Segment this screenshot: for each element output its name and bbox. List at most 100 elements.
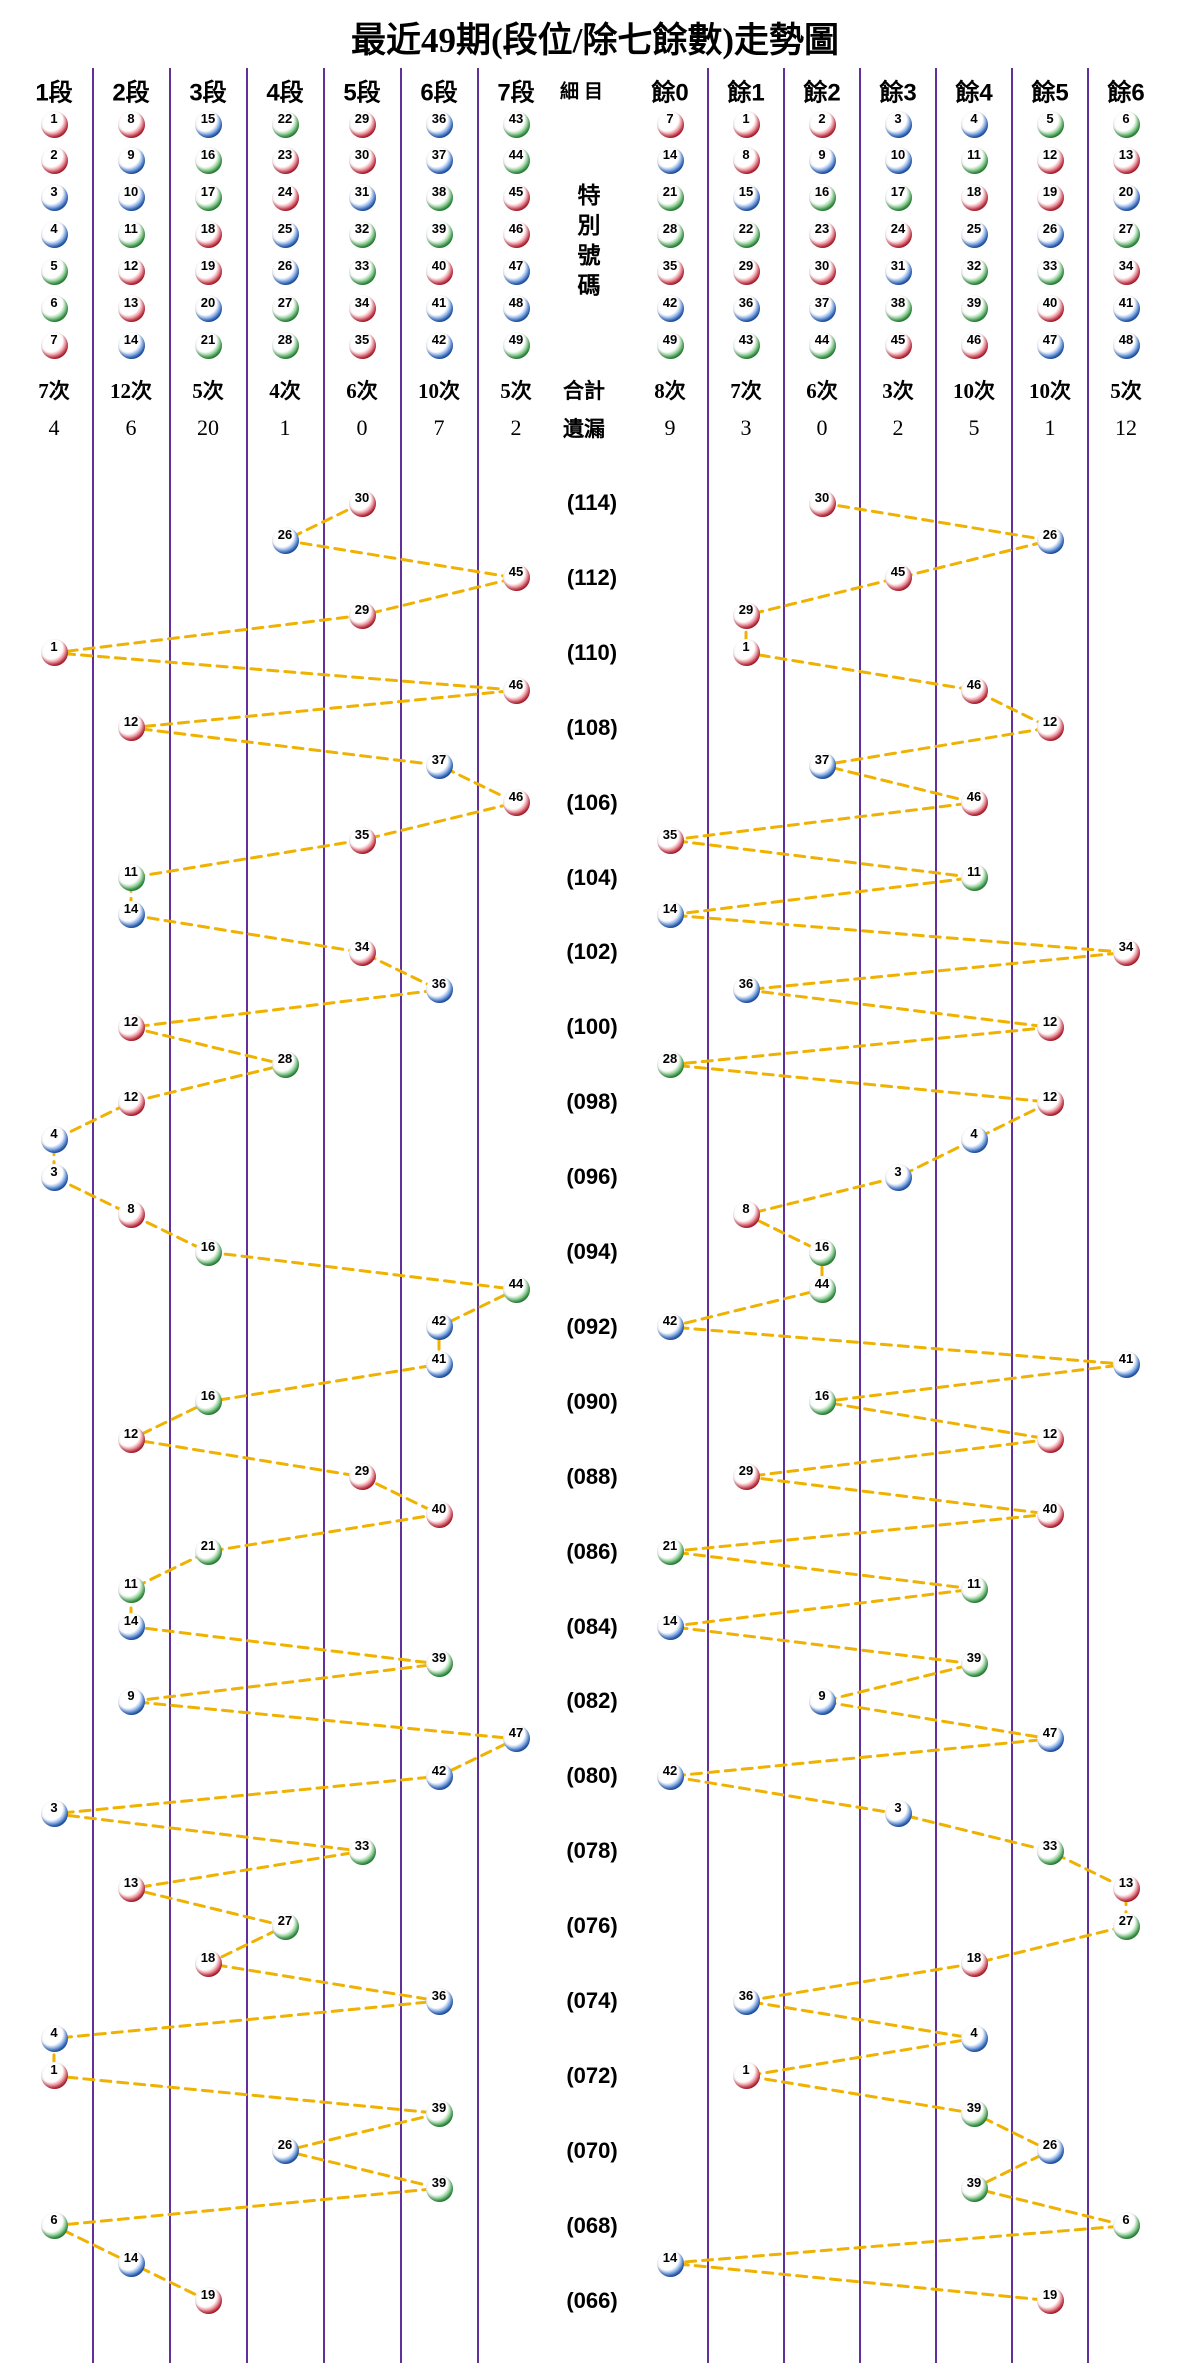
trend-remainder-ball-12: 12 <box>1036 1425 1064 1453</box>
period-label: (112) <box>566 564 618 590</box>
legend-left-ball-7: 7 <box>40 331 68 359</box>
right-trend-connector <box>669 501 1128 2303</box>
trend-segment-ball-34: 34 <box>348 938 376 966</box>
special-number-label-char: 特 <box>577 183 601 208</box>
legend-left-ball-34: 34 <box>348 294 376 322</box>
trend-remainder-ball-36: 36 <box>732 976 760 1004</box>
trend-segment-ball-6: 6 <box>40 2212 68 2240</box>
period-label: (092) <box>566 1313 618 1339</box>
legend-right-ball-6: 6 <box>1112 110 1140 138</box>
legend-right-ball-23: 23 <box>808 221 836 249</box>
legend-right-ball-11: 11 <box>960 147 988 175</box>
legend-right-ball-41: 41 <box>1112 294 1140 322</box>
legend-right-ball-13: 13 <box>1112 147 1140 175</box>
trend-segment-ball-12: 12 <box>117 1088 145 1116</box>
total-label: 合計 <box>563 379 605 403</box>
period-label: (076) <box>566 1913 618 1939</box>
legend-left-ball-32: 32 <box>348 221 376 249</box>
total-left-6: 10次 <box>418 379 460 403</box>
legend-right-ball-46: 46 <box>960 331 988 359</box>
period-label: (102) <box>566 939 618 965</box>
legend-right-ball-24: 24 <box>884 221 912 249</box>
legend-right-ball-12: 12 <box>1036 147 1064 175</box>
legend-left-ball-46: 46 <box>502 221 530 249</box>
legend-right-ball-47: 47 <box>1036 331 1064 359</box>
miss-label: 遺漏 <box>563 417 605 441</box>
trend-segment-ball-36: 36 <box>425 1987 453 2015</box>
legend-left-ball-13: 13 <box>117 294 145 322</box>
header-remainder-4: 餘4 <box>955 79 993 107</box>
trend-remainder-ball-44: 44 <box>808 1275 836 1303</box>
trend-segment-ball-4: 4 <box>40 1126 68 1154</box>
legend-left-ball-35: 35 <box>348 331 376 359</box>
trend-segment-ball-35: 35 <box>348 826 376 854</box>
legend-left-ball-48: 48 <box>502 294 530 322</box>
trend-remainder-ball-3: 3 <box>884 1163 912 1191</box>
legend-left-ball-12: 12 <box>117 257 145 285</box>
trend-segment-ball-39: 39 <box>425 1650 453 1678</box>
trend-remainder-ball-16: 16 <box>808 1388 836 1416</box>
total-left-5: 6次 <box>346 379 378 403</box>
period-label: (072) <box>566 2062 618 2088</box>
trend-segment-ball-14: 14 <box>117 2249 145 2277</box>
legend-left-ball-17: 17 <box>194 184 222 212</box>
legend-left-ball-18: 18 <box>194 221 222 249</box>
trend-segment-ball-33: 33 <box>348 1837 376 1865</box>
trend-remainder-ball-42: 42 <box>656 1762 684 1790</box>
legend-left-ball-19: 19 <box>194 257 222 285</box>
trend-segment-ball-40: 40 <box>425 1500 453 1528</box>
special-number-label-char: 碼 <box>577 273 601 298</box>
trend-segment-ball-29: 29 <box>348 1463 376 1491</box>
miss-right-3: 2 <box>892 415 904 440</box>
total-right-6: 5次 <box>1110 379 1142 403</box>
trend-segment-ball-13: 13 <box>117 1875 145 1903</box>
period-label: (084) <box>566 1613 618 1639</box>
legend-left-ball-41: 41 <box>425 294 453 322</box>
miss-left-1: 4 <box>48 415 60 440</box>
period-label: (100) <box>566 1014 618 1040</box>
header-detail: 細目 <box>559 81 609 103</box>
trend-segment-ball-11: 11 <box>117 1575 145 1603</box>
legend-right-ball-36: 36 <box>732 294 760 322</box>
legend-right-ball-15: 15 <box>732 184 760 212</box>
trend-remainder-ball-39: 39 <box>960 1650 988 1678</box>
header-segment-6: 6段 <box>420 79 458 107</box>
legend-left-ball-5: 5 <box>40 257 68 285</box>
trend-remainder-ball-4: 4 <box>960 2024 988 2052</box>
legend-right-ball-7: 7 <box>656 110 684 138</box>
trend-remainder-ball-8: 8 <box>732 1201 760 1229</box>
legend-right-ball-18: 18 <box>960 184 988 212</box>
legend-left-ball-14: 14 <box>117 331 145 359</box>
trend-segment-ball-12: 12 <box>117 714 145 742</box>
trend-segment-ball-1: 1 <box>40 639 68 667</box>
legend-left-ball-43: 43 <box>502 110 530 138</box>
period-label: (066) <box>566 2287 618 2313</box>
period-label: (096) <box>566 1164 618 1190</box>
legend-right-ball-35: 35 <box>656 257 684 285</box>
total-left-4: 4次 <box>269 379 301 403</box>
trend-segment-ball-14: 14 <box>117 901 145 929</box>
trend-segment-ball-28: 28 <box>271 1051 299 1079</box>
period-label: (070) <box>566 2137 618 2163</box>
miss-right-5: 1 <box>1044 415 1056 440</box>
trend-remainder-ball-18: 18 <box>960 1950 988 1978</box>
legend-right-ball-22: 22 <box>732 221 760 249</box>
period-label: (088) <box>566 1463 618 1489</box>
total-left-7: 5次 <box>500 379 532 403</box>
trend-segment-ball-16: 16 <box>194 1238 222 1266</box>
legend-right-ball-4: 4 <box>960 110 988 138</box>
legend-right-ball-32: 32 <box>960 257 988 285</box>
trend-remainder-ball-40: 40 <box>1036 1500 1064 1528</box>
trend-remainder-ball-45: 45 <box>884 564 912 592</box>
trend-remainder-ball-19: 19 <box>1036 2287 1064 2315</box>
legend-left-ball-45: 45 <box>502 184 530 212</box>
total-left-3: 5次 <box>192 379 224 403</box>
trend-remainder-ball-1: 1 <box>732 2062 760 2090</box>
period-label: (104) <box>566 864 618 890</box>
legend-left-ball-42: 42 <box>425 331 453 359</box>
total-left-2: 12次 <box>110 379 152 403</box>
trend-remainder-ball-26: 26 <box>1036 526 1064 554</box>
trend-remainder-ball-14: 14 <box>656 2249 684 2277</box>
trend-remainder-ball-35: 35 <box>656 826 684 854</box>
legend-left-ball-15: 15 <box>194 110 222 138</box>
